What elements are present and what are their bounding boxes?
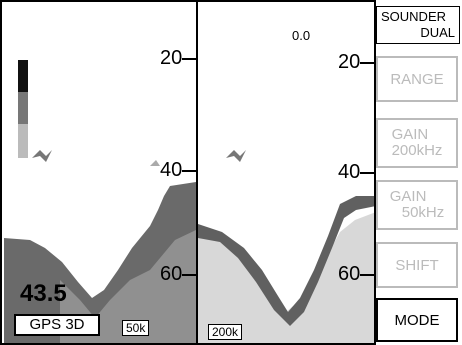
mode-indicator-line1: SOUNDER bbox=[381, 9, 447, 24]
range-button[interactable]: RANGE bbox=[376, 56, 458, 102]
shift-button-label: SHIFT bbox=[395, 256, 439, 274]
right-depth-label-40: 40 bbox=[338, 161, 361, 183]
left-fish-mark-2 bbox=[150, 160, 160, 166]
mode-indicator-line2: DUAL bbox=[420, 25, 455, 40]
gain-200khz-label-1: GAIN bbox=[391, 126, 429, 143]
right-depth-tick-40 bbox=[360, 172, 374, 174]
gain-200khz-label-2: 200kHz bbox=[391, 142, 443, 159]
right-depth-tick-20 bbox=[360, 62, 374, 64]
range-readout: 0.0 bbox=[292, 28, 311, 43]
gain-200khz-button[interactable]: GAIN 200kHz bbox=[376, 118, 458, 168]
left-clutter bbox=[60, 230, 196, 345]
gps-status-badge: GPS 3D bbox=[14, 314, 100, 336]
depth-readout: 43.5 bbox=[20, 280, 67, 307]
range-button-label: RANGE bbox=[390, 70, 444, 88]
right-echogram bbox=[198, 150, 376, 345]
gain-50khz-label-2: 50kHz bbox=[401, 204, 445, 221]
left-depth-label-40: 40 bbox=[160, 159, 183, 181]
left-echogram bbox=[4, 60, 196, 345]
left-fish-mark bbox=[32, 150, 52, 162]
freq-label-left: 50k bbox=[122, 320, 150, 336]
left-depth-label-60: 60 bbox=[160, 263, 183, 285]
right-bottom-weak bbox=[198, 212, 376, 345]
mode-indicator: SOUNDER DUAL bbox=[376, 6, 460, 44]
right-depth-label-60: 60 bbox=[338, 263, 361, 285]
left-depth-label-20: 20 bbox=[160, 47, 183, 69]
mode-button-label: MODE bbox=[394, 311, 440, 329]
right-fish-mark bbox=[226, 150, 246, 162]
right-panel-frame bbox=[196, 0, 376, 345]
right-depth-label-20: 20 bbox=[338, 51, 361, 73]
color-bar-medium bbox=[18, 92, 28, 124]
left-depth-tick-60 bbox=[182, 274, 196, 276]
shift-button[interactable]: SHIFT bbox=[376, 242, 458, 288]
right-bottom-echo bbox=[198, 196, 376, 326]
gain-50khz-label-1: GAIN bbox=[389, 188, 427, 205]
freq-label-right: 200k bbox=[208, 324, 243, 340]
left-depth-tick-40 bbox=[182, 170, 196, 172]
right-depth-tick-60 bbox=[360, 274, 374, 276]
left-depth-tick-20 bbox=[182, 58, 196, 60]
mode-button[interactable]: MODE bbox=[376, 298, 458, 342]
gain-50khz-button[interactable]: GAIN 50kHz bbox=[376, 180, 458, 230]
echogram-plots bbox=[4, 60, 376, 345]
color-bar-weak bbox=[18, 124, 28, 158]
color-bar-strong bbox=[18, 60, 28, 92]
